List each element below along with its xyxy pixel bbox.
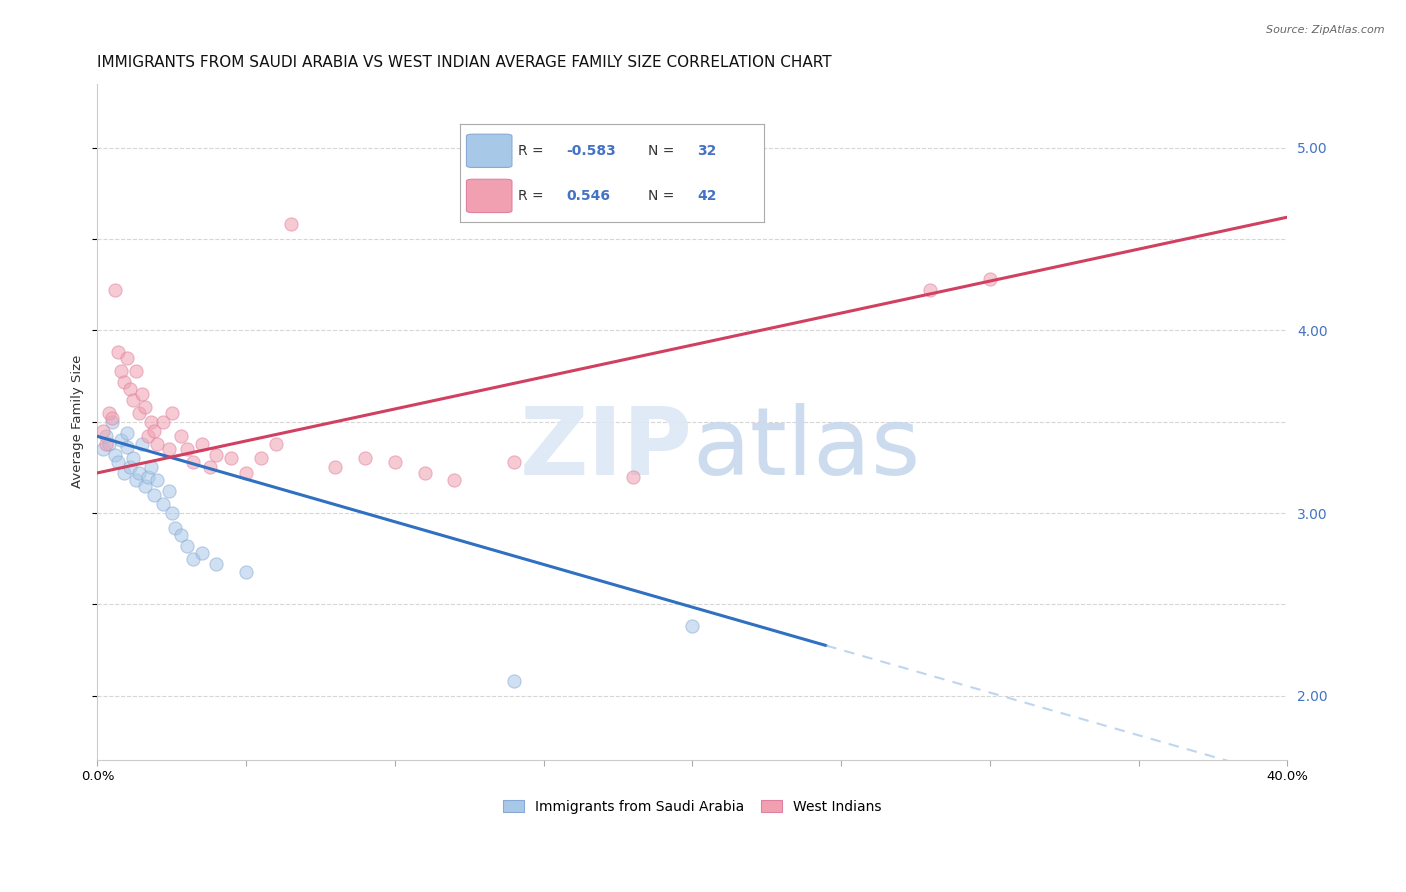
Point [200, 460, 222, 475]
Point [125, 363, 148, 377]
Point [170, 528, 193, 542]
Text: ZIP: ZIP [520, 403, 692, 495]
Text: atlas: atlas [692, 403, 921, 495]
Point [112, 466, 135, 480]
Point [96, 436, 118, 450]
Point [443, 473, 465, 487]
Point [190, 436, 212, 450]
Point [110, 433, 132, 447]
Point [235, 565, 257, 579]
Point [413, 466, 436, 480]
Point [110, 363, 132, 377]
Point [920, 283, 942, 297]
Point [104, 283, 127, 297]
Point [384, 455, 406, 469]
Point [157, 442, 180, 457]
Text: IMMIGRANTS FROM SAUDI ARABIA VS WEST INDIAN AVERAGE FAMILY SIZE CORRELATION CHAR: IMMIGRANTS FROM SAUDI ARABIA VS WEST IND… [97, 55, 832, 70]
Point [354, 451, 377, 466]
Point [98, 436, 121, 450]
Point [503, 674, 526, 689]
Point [152, 497, 174, 511]
Point [125, 473, 148, 487]
Point [979, 272, 1001, 286]
Point [139, 415, 162, 429]
Point [139, 460, 162, 475]
Point [101, 415, 124, 429]
Point [136, 469, 159, 483]
Point [104, 448, 127, 462]
Point [93, 424, 115, 438]
Point [120, 460, 142, 475]
Text: Source: ZipAtlas.com: Source: ZipAtlas.com [1267, 25, 1385, 35]
Point [176, 539, 198, 553]
Point [142, 488, 165, 502]
Point [157, 484, 180, 499]
Point [93, 442, 115, 457]
Point [134, 478, 156, 492]
Point [136, 429, 159, 443]
Point [176, 442, 198, 457]
Point [681, 619, 703, 633]
Point [146, 436, 169, 450]
Point [503, 455, 526, 469]
Point [205, 448, 228, 462]
Point [146, 473, 169, 487]
Point [181, 551, 204, 566]
Point [107, 345, 129, 359]
Point [190, 546, 212, 560]
Point [621, 469, 644, 483]
Point [101, 411, 124, 425]
Point [163, 521, 186, 535]
Point [120, 382, 142, 396]
Y-axis label: Average Family Size: Average Family Size [72, 355, 84, 489]
Point [131, 436, 153, 450]
Point [152, 415, 174, 429]
Point [115, 351, 138, 365]
Point [250, 451, 273, 466]
Point [115, 425, 138, 440]
Point [142, 424, 165, 438]
Point [134, 400, 156, 414]
Point [122, 392, 145, 407]
Point [128, 406, 150, 420]
Point [98, 406, 121, 420]
Point [170, 429, 193, 443]
Point [128, 466, 150, 480]
Point [181, 455, 204, 469]
Point [264, 436, 287, 450]
Point [160, 506, 183, 520]
Point [131, 387, 153, 401]
Point [96, 429, 118, 443]
Point [107, 455, 129, 469]
Point [280, 218, 302, 232]
Legend: Immigrants from Saudi Arabia, West Indians: Immigrants from Saudi Arabia, West India… [503, 799, 882, 814]
Point [112, 375, 135, 389]
Point [235, 466, 257, 480]
Point [325, 460, 347, 475]
Point [160, 406, 183, 420]
Point [115, 440, 138, 454]
Point [122, 451, 145, 466]
Point [205, 558, 228, 572]
Point [221, 451, 243, 466]
